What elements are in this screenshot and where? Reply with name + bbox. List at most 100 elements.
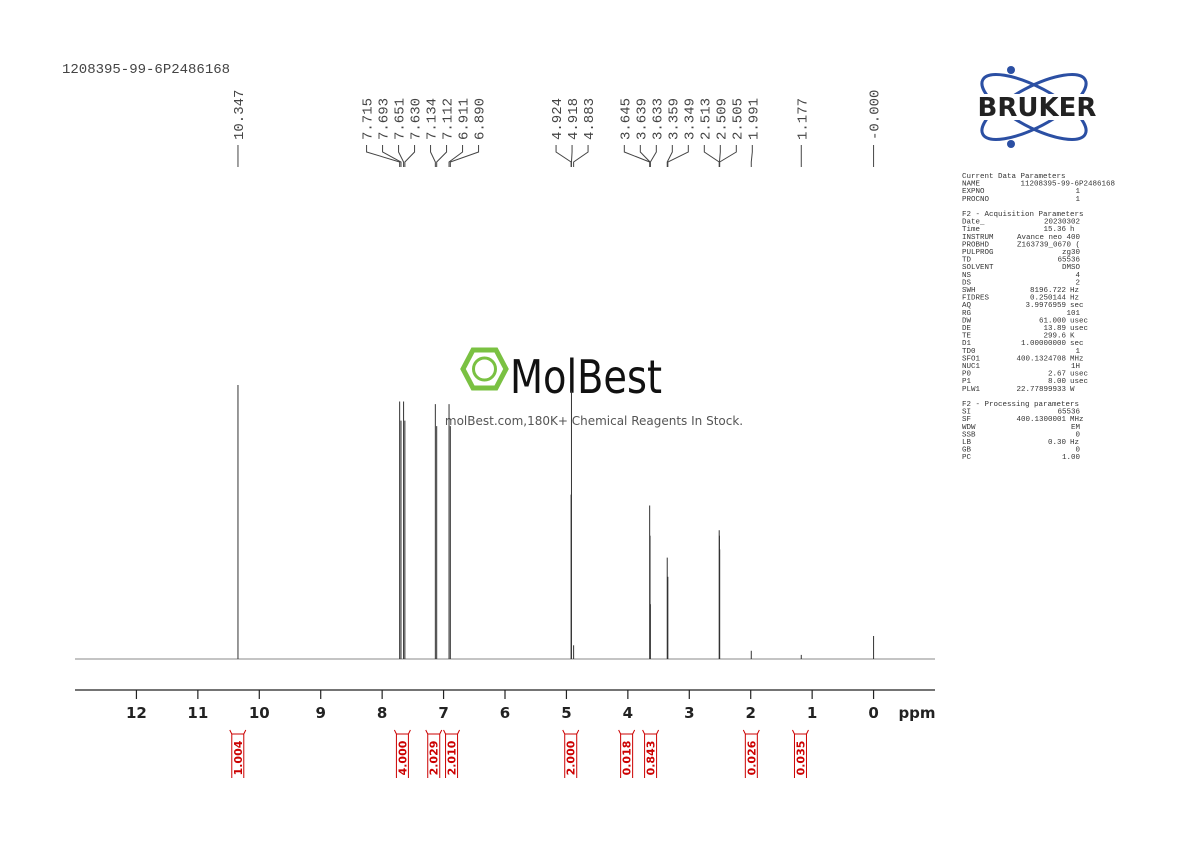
x-tick-label: 1	[807, 704, 817, 722]
peak-label: 2.509	[714, 98, 730, 140]
parameter-key: SF	[962, 416, 971, 424]
peak-label: 1.177	[795, 98, 811, 140]
x-tick-label: 3	[684, 704, 694, 722]
parameter-value: DMSO	[1062, 264, 1081, 272]
parameter-key: GB	[962, 447, 972, 455]
peak-label-connector	[430, 145, 436, 167]
x-tick-label: 6	[500, 704, 510, 722]
parameter-value: 3.9976959	[1025, 302, 1066, 310]
parameter-key: SOLVENT	[962, 264, 994, 272]
parameter-unit: W	[1070, 386, 1075, 394]
parameter-key: INSTRUM	[962, 234, 994, 242]
bruker-logo: BRUKER	[958, 66, 1116, 148]
parameter-key: PC	[962, 454, 972, 462]
parameter-unit: sec	[1070, 340, 1084, 348]
logo-dot	[1007, 140, 1015, 148]
parameter-unit: usec	[1070, 325, 1088, 333]
parameter-value: 13.89	[1043, 325, 1066, 333]
parameter-value: 15.36	[1043, 226, 1066, 234]
peak-label-connector	[666, 145, 673, 167]
peak-label: 7.651	[393, 98, 409, 140]
parameter-key: P1	[962, 378, 972, 386]
integral-label: 0.026	[745, 740, 758, 775]
peak-label-connector	[448, 145, 464, 167]
logo-backdrop	[958, 94, 1116, 120]
parameter-value: 2.67	[1048, 371, 1066, 379]
parameter-value: 1	[1075, 348, 1080, 356]
peak-label: 2.513	[698, 98, 714, 140]
peak-label-connector	[404, 145, 416, 167]
x-tick-label: 11	[187, 704, 208, 722]
x-tick-label: 12	[126, 704, 147, 722]
peak-label-connector	[750, 145, 753, 167]
parameter-value: 0.250144	[1030, 295, 1067, 303]
logo-orbit	[980, 73, 1088, 141]
parameter-key: FIDRES	[962, 295, 990, 303]
parameter-value: 20230302	[1044, 219, 1080, 227]
integral-label: 2.010	[446, 740, 459, 775]
peak-label: 6.911	[457, 98, 473, 140]
integral-bracket	[393, 729, 411, 778]
integral-bracket	[642, 729, 660, 778]
parameter-key: NAME	[962, 181, 981, 189]
peak-label-connector	[573, 145, 589, 167]
x-tick-label: 9	[315, 704, 325, 722]
parameter-key: SI	[962, 409, 971, 417]
peak-label: 3.349	[682, 98, 698, 140]
parameter-unit: usec	[1070, 378, 1088, 386]
parameter-key: Date_	[962, 219, 985, 227]
sample-id: 1208395-99-6P2486168	[62, 62, 230, 78]
parameter-value: Z163739_0670 (	[1017, 241, 1080, 249]
x-tick-label: 2	[745, 704, 755, 722]
x-tick-label: 8	[377, 704, 387, 722]
peak-label: 10.347	[232, 90, 248, 140]
x-axis-label: ppm	[898, 704, 935, 722]
peak-label: 3.359	[666, 98, 682, 140]
x-tick-label: 5	[561, 704, 571, 722]
parameter-key: PROCNO	[962, 196, 990, 204]
integral-label: 4.000	[396, 740, 409, 775]
parameter-key: WDW	[962, 424, 976, 432]
logo-dot	[1007, 66, 1015, 74]
parameter-key: SFO1	[962, 355, 981, 363]
parameter-value: 8.00	[1048, 378, 1067, 386]
integral-bracket	[425, 729, 443, 778]
peak-label: 2.505	[730, 98, 746, 140]
peak-label: 4.924	[550, 98, 566, 140]
peak-label-connector	[667, 145, 689, 167]
parameter-value: 65536	[1057, 409, 1080, 417]
integral-bracket	[443, 729, 461, 778]
integral-bracket	[618, 729, 636, 778]
integral-label: 2.029	[428, 741, 441, 776]
peak-label-connector	[570, 145, 573, 167]
parameter-value: 61.000	[1039, 317, 1067, 325]
peak-label: 3.639	[634, 98, 650, 140]
parameter-key: TE	[962, 333, 972, 341]
integral-bracket	[742, 729, 760, 778]
parameter-unit: Hz	[1070, 287, 1079, 295]
parameter-value: 1.00000000	[1021, 340, 1067, 348]
parameter-key: PULPROG	[962, 249, 994, 257]
peak-label-connector	[449, 145, 480, 167]
parameter-value: 0.30	[1048, 439, 1067, 447]
parameter-key: PROBHD	[962, 241, 990, 249]
integral-label: 0.018	[621, 741, 634, 776]
peak-label-connector	[649, 145, 657, 167]
watermark-hexagon	[460, 347, 509, 391]
logo-text: BRUKER	[978, 93, 1097, 123]
peak-label-connector	[382, 145, 402, 167]
parameter-value: 11208395-99-6P2486168	[1020, 181, 1115, 189]
parameter-value: 4	[1075, 272, 1080, 280]
parameter-key: D1	[962, 340, 972, 348]
parameter-key: DS	[962, 279, 972, 287]
peak-label: -0.000	[868, 90, 884, 140]
parameter-value: Avance neo 400	[1017, 234, 1081, 242]
parameter-section-title: F2 - Processing parameters	[962, 401, 1079, 409]
peak-label: 4.883	[582, 98, 598, 140]
parameter-unit: Hz	[1070, 295, 1079, 303]
parameter-unit: sec	[1070, 302, 1084, 310]
parameter-value: 400.1300001	[1016, 416, 1066, 424]
peak-label: 4.918	[566, 98, 582, 140]
integral-label: 0.035	[794, 741, 807, 776]
